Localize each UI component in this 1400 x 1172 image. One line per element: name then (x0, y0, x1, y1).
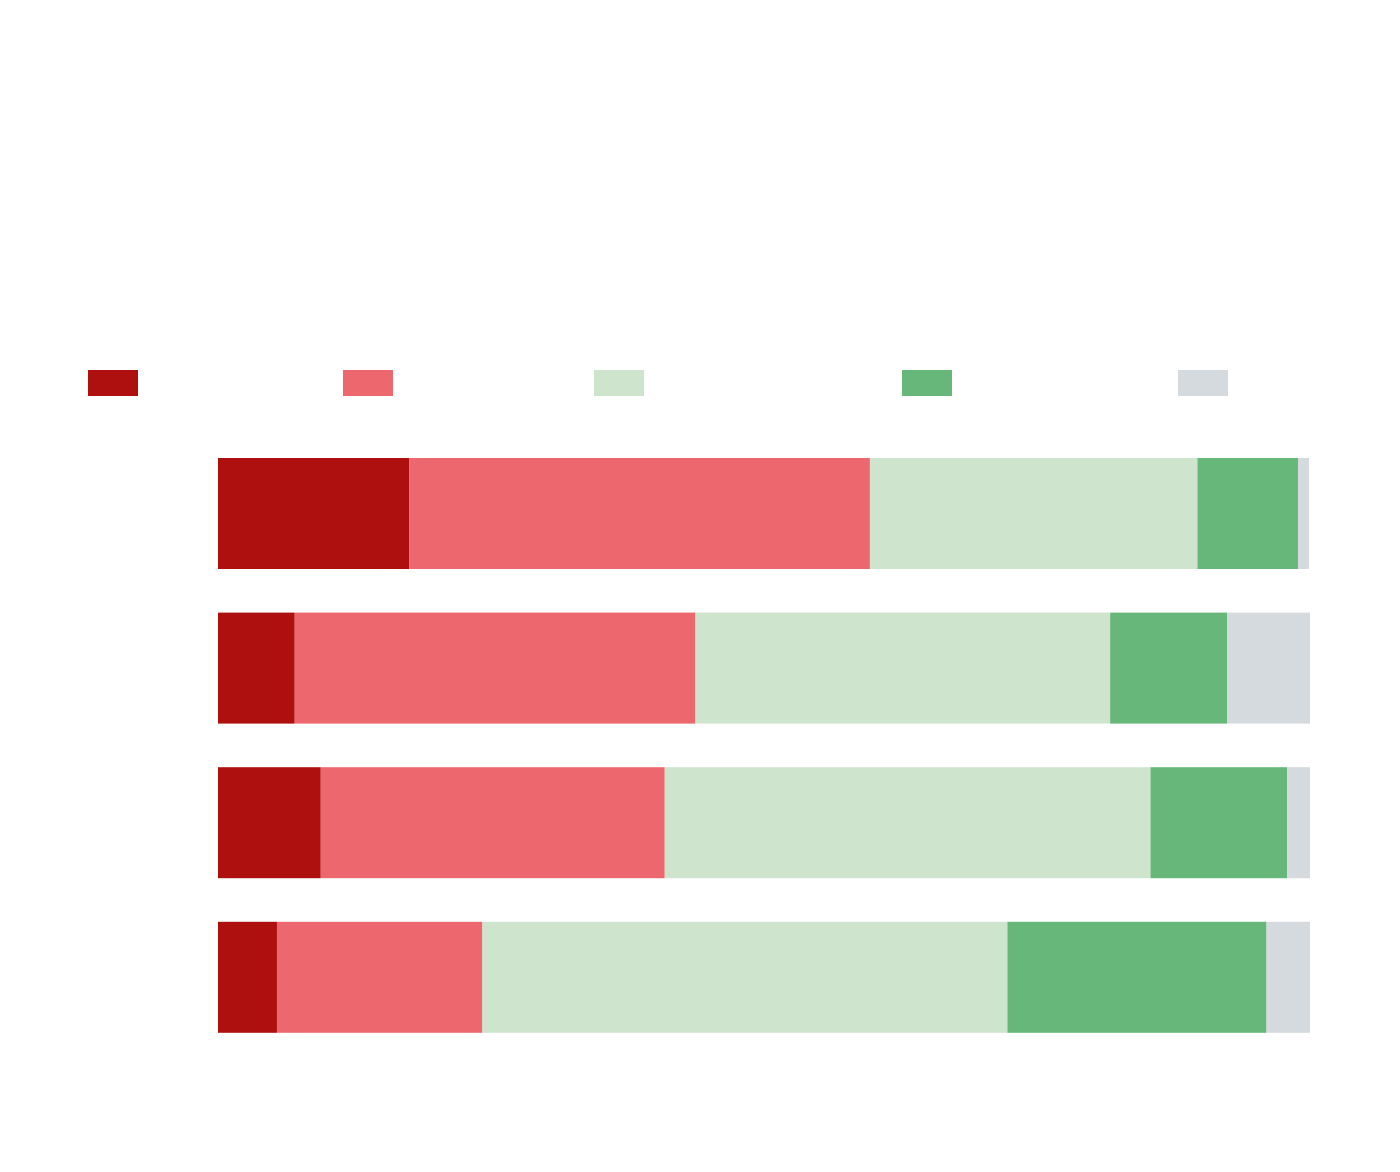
bar-segment (695, 612, 1111, 724)
bar-segment (294, 612, 696, 724)
bar-segment (1150, 767, 1288, 879)
bar-segment (1266, 921, 1310, 1033)
bar-segment (1007, 921, 1267, 1033)
bar-segment (869, 458, 1198, 569)
legend-swatch (594, 370, 644, 396)
legend-swatch (343, 370, 393, 396)
legend-swatch (1178, 370, 1228, 396)
legend-swatch (902, 370, 952, 396)
bar-segment (409, 458, 870, 569)
bar-segment (1110, 612, 1228, 724)
bar-segment (1227, 612, 1310, 724)
bar-segment (276, 921, 483, 1033)
bar-segment (482, 921, 1008, 1033)
bar-segment (218, 767, 321, 879)
legend-swatch (88, 370, 138, 396)
bar-segment (664, 767, 1151, 879)
bar-segment (1297, 458, 1309, 569)
bar-segment (1287, 767, 1310, 879)
bar-segment (218, 458, 410, 569)
bar-segment (320, 767, 665, 879)
bar-segment (1197, 458, 1298, 569)
bar-segment (218, 921, 277, 1033)
bar-segment (218, 612, 295, 724)
